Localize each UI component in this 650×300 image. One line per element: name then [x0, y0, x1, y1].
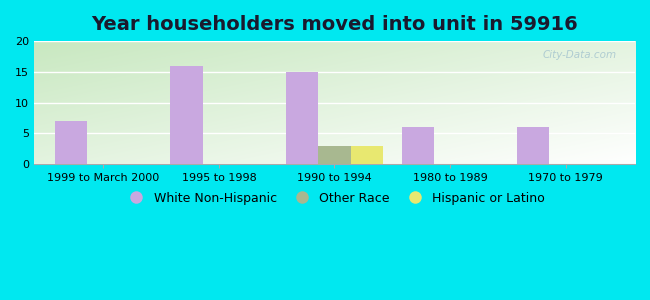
Bar	[318, 146, 350, 164]
Bar	[170, 66, 203, 164]
Bar	[517, 127, 549, 164]
Bar	[350, 146, 383, 164]
Title: Year householders moved into unit in 59916: Year householders moved into unit in 599…	[91, 15, 578, 34]
Bar	[55, 121, 87, 164]
Legend: White Non-Hispanic, Other Race, Hispanic or Latino: White Non-Hispanic, Other Race, Hispanic…	[119, 187, 550, 210]
Bar	[286, 72, 318, 164]
Text: City-Data.com: City-Data.com	[543, 50, 617, 60]
Bar	[402, 127, 434, 164]
